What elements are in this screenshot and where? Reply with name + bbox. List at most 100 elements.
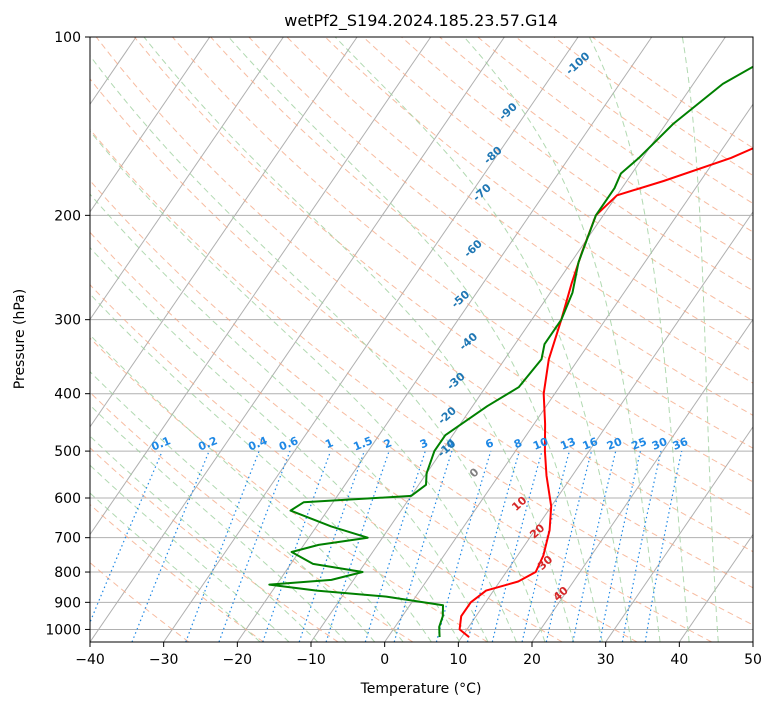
isotherm-line <box>678 533 753 642</box>
dewpoint-profile-line <box>268 65 753 638</box>
moist-adiabat-line <box>143 37 575 642</box>
dry-adiabat-line <box>439 37 753 262</box>
dry-adiabat-line <box>362 37 753 322</box>
moist-adiabat-line <box>681 37 719 642</box>
mixing-ratio-line <box>621 450 662 642</box>
x-tick-label: 40 <box>670 652 688 668</box>
moist-adiabat-line <box>90 435 319 642</box>
isotherm-line <box>90 37 432 536</box>
dry-adiabat-line <box>90 284 563 642</box>
chart-title: wetPf2_S194.2024.185.23.57.G14 <box>284 11 558 31</box>
mixing-ratio-line <box>298 450 365 642</box>
mixing-ratio-line <box>572 450 617 642</box>
dry-adiabat-line <box>95 37 753 553</box>
moist-adiabat-line <box>90 370 376 642</box>
x-axis-title: Temperature (°C) <box>360 681 482 697</box>
y-tick-label: 400 <box>54 387 81 403</box>
dry-adiabat-line <box>90 447 339 642</box>
x-tick-label: −40 <box>75 652 105 668</box>
x-tick-label: −10 <box>296 652 326 668</box>
dry-adiabat-line <box>401 37 753 292</box>
moist-adiabat-line <box>463 37 661 642</box>
moist-adiabat-line <box>90 54 546 642</box>
x-tick-label: −20 <box>223 652 253 668</box>
mixing-ratio-label: 20 <box>605 435 624 453</box>
mixing-ratio-line <box>466 450 520 642</box>
isotherm-line <box>90 37 284 321</box>
isotherm-line <box>384 103 753 642</box>
dry-adiabat-line <box>90 231 638 642</box>
profile-lines <box>268 65 753 638</box>
moist-adiabat-line <box>90 193 489 642</box>
x-tick-label: −30 <box>149 652 179 668</box>
y-tick-label: 900 <box>54 595 81 611</box>
isotherm-line <box>163 37 579 642</box>
dry-adiabat-line <box>90 337 488 642</box>
background-grid <box>90 37 753 642</box>
y-tick-label: 1000 <box>45 622 81 638</box>
mixing-ratio-line <box>599 450 641 642</box>
mixing-ratio-line <box>644 450 683 642</box>
x-tick-label: 20 <box>523 652 541 668</box>
moist-adiabat-line <box>90 492 261 642</box>
mixing-ratio-line <box>325 450 390 642</box>
moist-adiabat-line <box>334 37 632 642</box>
mixing-ratio-label: 25 <box>630 435 649 453</box>
y-tick-label: 500 <box>54 444 81 460</box>
mixing-ratio-line <box>521 450 570 642</box>
moist-adiabat-line <box>90 464 290 642</box>
dry-adiabat-line <box>286 37 753 384</box>
isotherm-line <box>90 37 358 428</box>
x-tick-label: 50 <box>744 652 762 668</box>
isotherm-line <box>90 37 505 642</box>
mixing-ratio-label: 16 <box>581 435 600 453</box>
plot-frame <box>89 36 754 643</box>
moist-adiabat-line <box>90 130 517 642</box>
mixing-ratio-label: 36 <box>671 435 690 453</box>
dry-adiabat-line <box>210 37 753 449</box>
mixing-ratio-line <box>435 450 492 642</box>
mixing-ratio-label: 1 <box>323 436 335 451</box>
moist-adiabat-line <box>228 37 603 642</box>
dry-adiabat-line <box>172 37 753 483</box>
y-tick-label: 300 <box>54 313 81 329</box>
moist-adiabat-line <box>90 334 404 642</box>
y-tick-label: 200 <box>54 208 81 224</box>
mixing-ratio-label: 2 <box>382 436 394 451</box>
mixing-ratio-label: 13 <box>559 435 578 453</box>
dry-adiabat-line <box>90 78 753 589</box>
dry-adiabat-line <box>90 128 753 626</box>
dry-adiabat-line <box>477 37 753 233</box>
mixing-ratio-line <box>545 450 593 642</box>
isotherm-line <box>531 318 753 642</box>
y-tick-label: 600 <box>54 491 81 507</box>
moist-adiabat-line <box>90 293 432 642</box>
dry-adiabat-line <box>134 37 753 517</box>
dry-adiabat-line <box>90 179 712 642</box>
isotherm-line <box>457 210 753 642</box>
moist-adiabat-line <box>588 37 690 642</box>
mixing-ratio-label: 8 <box>512 436 524 451</box>
mixing-ratio-line <box>364 450 426 642</box>
mixing-ratio-line <box>491 450 543 642</box>
y-tick-label: 800 <box>54 565 81 581</box>
y-tick-label: 100 <box>54 30 81 46</box>
x-tick-label: 0 <box>380 652 389 668</box>
y-axis-title: Pressure (hPa) <box>12 289 28 389</box>
mixing-ratio-line <box>393 450 453 642</box>
isotherm-line <box>605 426 753 642</box>
isotherm-line <box>90 37 211 213</box>
mixing-ratio-label: 3 <box>418 436 430 451</box>
axes: −40 −30 −20 −10 0 10 20 30 40 50 100 200 300 400 500 60… <box>45 30 762 668</box>
temperature-profile-line <box>458 147 753 638</box>
x-tick-label: 30 <box>597 652 615 668</box>
x-tick-label: 10 <box>449 652 467 668</box>
isotherm-line <box>236 37 653 642</box>
mixing-ratio-label: 10 <box>531 435 550 453</box>
y-tick-label: 700 <box>54 531 81 547</box>
mixing-ratio-line <box>131 450 210 642</box>
mixing-ratio-label: 30 <box>650 435 669 453</box>
dry-adiabat-line <box>90 503 264 642</box>
dry-adiabat-line <box>248 37 753 416</box>
